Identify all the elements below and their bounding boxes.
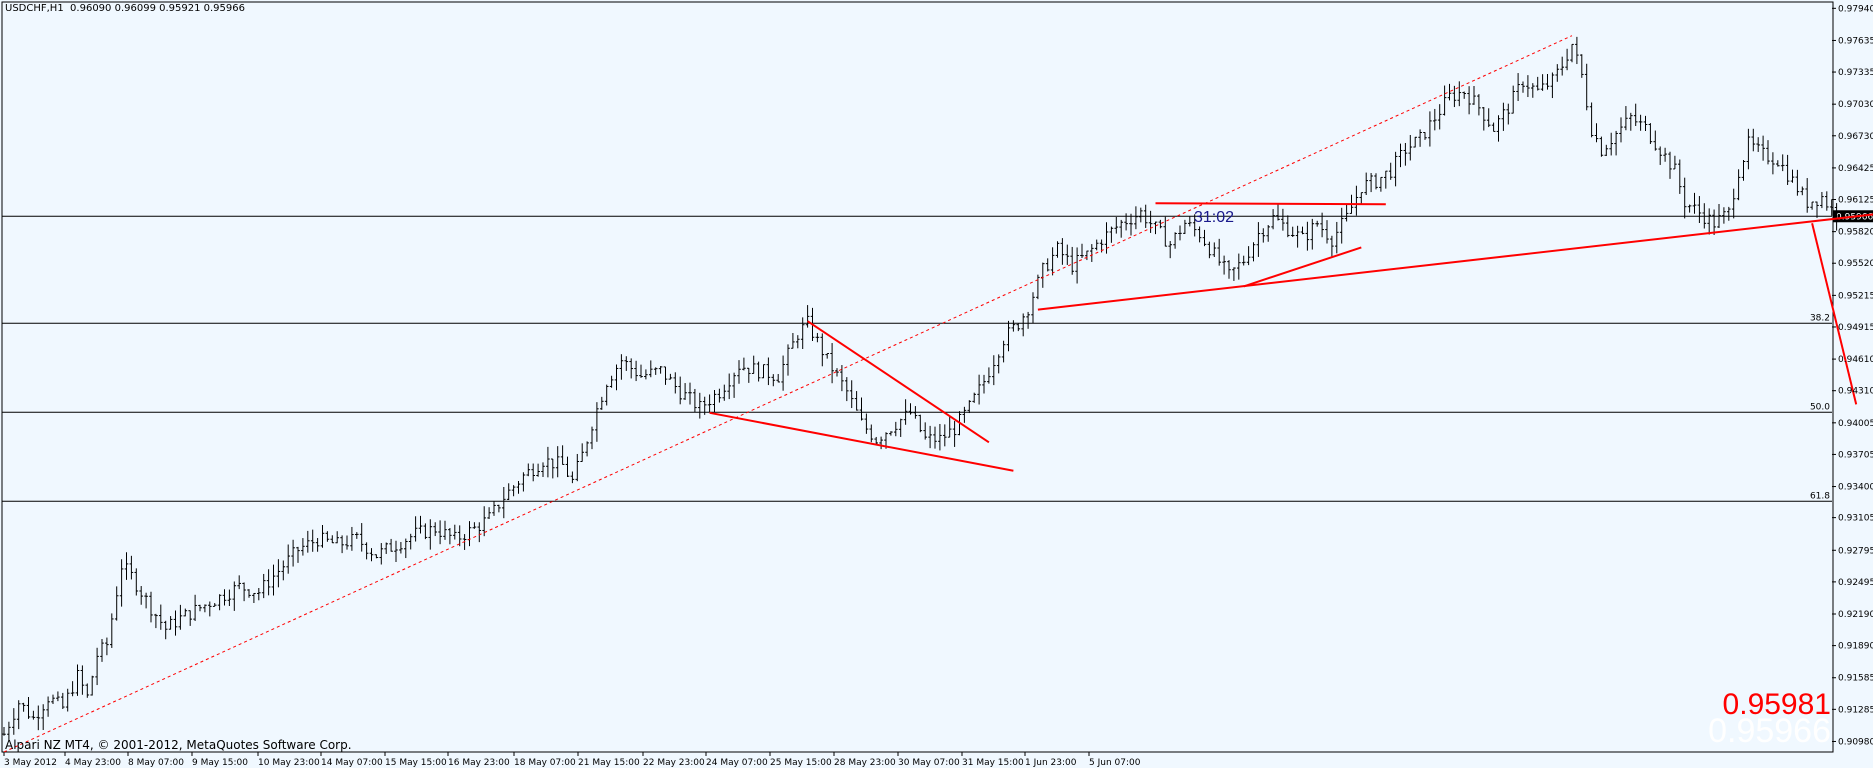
y-tick-label: 0.94005 <box>1838 419 1873 429</box>
fib-level-label: 50.0 <box>1810 402 1830 412</box>
x-tick-label: 9 May 15:00 <box>192 758 248 768</box>
x-tick-label: 21 May 15:00 <box>578 758 640 768</box>
bid-price-display: 0.95981 <box>1722 688 1831 721</box>
resistance-top <box>1155 202 1386 206</box>
chart-plot-border <box>1 1 1834 753</box>
y-tick-label: 0.90980 <box>1838 737 1873 747</box>
triangle-lower <box>1243 246 1362 288</box>
last-price-watermark: 0.95966 <box>1708 712 1831 750</box>
y-tick-label: 0.93400 <box>1838 483 1873 493</box>
x-tick-label: 5 Jun 07:00 <box>1089 758 1141 768</box>
y-tick-label: 0.94610 <box>1838 355 1873 365</box>
y-tick-label: 0.97335 <box>1838 68 1873 78</box>
y-tick-label: 0.93705 <box>1838 450 1873 460</box>
projection-line <box>1811 222 1858 405</box>
y-tick-label: 0.95820 <box>1838 228 1873 238</box>
y-tick-label: 0.96125 <box>1838 196 1873 206</box>
y-tick-label: 0.92190 <box>1838 610 1873 620</box>
y-tick-label: 0.94310 <box>1838 387 1873 397</box>
x-tick-label: 3 May 2012 <box>4 758 57 768</box>
y-tick-label: 0.95520 <box>1838 259 1873 269</box>
symbol-info: USDCHF,H1 0.96090 0.96099 0.95921 0.9596… <box>5 3 245 14</box>
fib-level-label: 61.8 <box>1810 491 1830 501</box>
y-tick-label: 0.91285 <box>1838 705 1873 715</box>
neckline-support <box>1037 213 1873 311</box>
y-tick-label: 0.97635 <box>1838 36 1873 46</box>
y-axis: 0.97940 0.97635 0.97335 0.97030 0.96730 0.964… <box>1832 4 1873 747</box>
y-tick-label: 0.92795 <box>1838 546 1873 556</box>
x-tick-label: 10 May 23:00 <box>258 758 320 768</box>
horizontal-levels: 0.9596638.250.061.8 <box>2 210 1873 502</box>
fib-level-label: 38.2 <box>1810 313 1830 323</box>
x-tick-label: 4 May 23:00 <box>65 758 121 768</box>
x-tick-label: 31 May 15:00 <box>962 758 1024 768</box>
x-tick-label: 16 May 23:00 <box>448 758 510 768</box>
y-tick-label: 0.94915 <box>1838 323 1873 333</box>
candle-timer: 31:02 <box>1194 209 1235 226</box>
y-tick-label: 0.92495 <box>1838 578 1873 588</box>
flag-line <box>807 320 990 444</box>
x-tick-label: 30 May 07:00 <box>898 758 960 768</box>
y-tick-label: 0.96425 <box>1838 164 1873 174</box>
y-tick-label: 0.97030 <box>1838 100 1873 110</box>
x-tick-label: 28 May 23:00 <box>834 758 896 768</box>
broker-copyright: Alpari NZ MT4, © 2001-2012, MetaQuotes S… <box>5 738 352 752</box>
x-tick-label: 14 May 07:00 <box>321 758 383 768</box>
y-tick-label: 0.95215 <box>1838 291 1873 301</box>
drawn-trendlines <box>3 35 1873 753</box>
x-tick-label: 18 May 07:00 <box>514 758 576 768</box>
x-tick-label: 15 May 15:00 <box>385 758 447 768</box>
y-tick-label: 0.93105 <box>1838 514 1873 524</box>
ohlc-values: 0.96090 0.96099 0.95921 0.95966 <box>70 3 245 14</box>
y-tick-label: 0.91585 <box>1838 674 1873 684</box>
y-tick-label: 0.91890 <box>1838 642 1873 652</box>
x-tick-label: 22 May 23:00 <box>643 758 705 768</box>
x-tick-label: 24 May 07:00 <box>706 758 768 768</box>
x-axis: 3 May 2012 4 May 23:00 8 May 07:00 9 May 15… <box>3 752 1141 768</box>
symbol-label: USDCHF,H1 <box>5 3 64 14</box>
y-tick-label: 0.97940 <box>1838 4 1873 14</box>
x-tick-label: 1 Jun 23:00 <box>1025 758 1077 768</box>
channel-trend-dashed <box>3 35 1573 753</box>
support-line-1 <box>709 411 1014 472</box>
y-tick-label: 0.96730 <box>1838 132 1873 142</box>
x-tick-label: 25 May 15:00 <box>770 758 832 768</box>
x-tick-label: 8 May 07:00 <box>128 758 184 768</box>
candles <box>2 36 1839 741</box>
